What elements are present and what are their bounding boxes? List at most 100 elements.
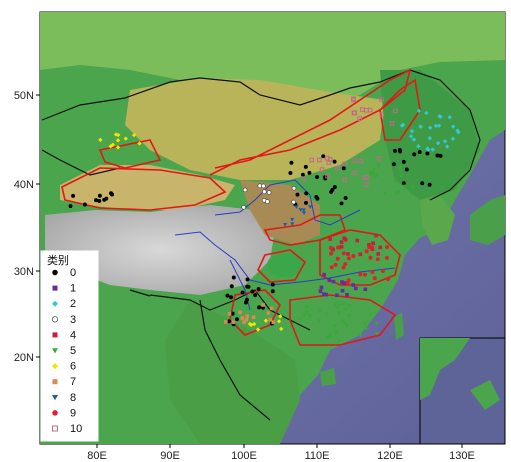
station-marker xyxy=(225,293,230,298)
station-marker xyxy=(270,289,275,294)
station-marker xyxy=(379,112,385,117)
station-marker xyxy=(238,310,242,315)
station-marker xyxy=(115,138,121,143)
station-marker xyxy=(347,303,352,308)
station-marker xyxy=(262,189,267,194)
station-marker xyxy=(304,311,310,316)
station-marker xyxy=(325,173,330,179)
station-marker xyxy=(240,290,245,295)
station-marker xyxy=(427,135,433,141)
station-marker xyxy=(367,245,372,250)
legend-label: 8 xyxy=(70,392,76,404)
station-marker xyxy=(370,269,375,274)
station-marker xyxy=(242,320,246,324)
station-marker xyxy=(416,144,421,149)
station-marker xyxy=(363,327,369,331)
x-axis: 80E 90E 100E 110E 120E 130E xyxy=(87,444,475,462)
legend: 类别 0 1 2 3 4 5 6 7 8 9 10 xyxy=(40,250,99,442)
station-marker xyxy=(309,157,315,163)
station-marker xyxy=(248,322,254,328)
station-marker xyxy=(297,317,303,322)
station-marker xyxy=(241,204,246,210)
station-marker xyxy=(329,265,334,270)
station-marker xyxy=(341,265,346,270)
station-marker xyxy=(358,252,363,257)
station-marker xyxy=(244,297,249,302)
station-marker xyxy=(376,252,381,256)
station-marker xyxy=(397,148,402,153)
station-marker xyxy=(326,160,332,165)
legend-label: 2 xyxy=(70,298,76,310)
station-marker xyxy=(331,247,335,251)
station-marker xyxy=(261,303,266,307)
station-marker xyxy=(332,159,337,164)
station-marker xyxy=(276,319,282,324)
station-marker xyxy=(110,142,116,147)
station-marker xyxy=(417,150,422,155)
station-marker xyxy=(410,185,415,190)
station-marker xyxy=(315,174,320,179)
station-marker xyxy=(319,285,324,290)
station-marker xyxy=(290,217,295,222)
legend-marker xyxy=(52,363,58,370)
y-tick-label: 20N xyxy=(14,352,34,364)
station-marker xyxy=(234,317,239,322)
legend-label: 0 xyxy=(70,267,76,279)
station-marker xyxy=(266,190,272,195)
inset-islands xyxy=(470,380,500,410)
station-marker xyxy=(340,280,344,284)
station-marker xyxy=(257,305,262,310)
station-marker xyxy=(358,333,363,338)
station-marker xyxy=(363,287,368,292)
station-marker xyxy=(364,249,369,254)
station-marker xyxy=(334,300,339,305)
station-marker xyxy=(329,251,334,256)
station-marker xyxy=(102,197,107,202)
station-marker xyxy=(339,240,344,244)
station-marker xyxy=(430,147,435,152)
legend-label: 6 xyxy=(70,361,76,373)
station-marker xyxy=(331,279,336,284)
station-marker xyxy=(372,276,377,281)
station-marker xyxy=(231,275,236,280)
x-tick-label: 120E xyxy=(377,450,403,462)
station-marker xyxy=(435,153,440,158)
station-marker xyxy=(327,278,332,283)
station-marker xyxy=(224,320,228,324)
station-marker xyxy=(374,322,380,327)
station-marker xyxy=(342,236,347,240)
station-marker xyxy=(295,192,300,197)
station-marker xyxy=(308,205,313,210)
station-marker xyxy=(328,237,332,242)
station-marker xyxy=(375,257,380,262)
x-tick-label: 110E xyxy=(305,450,330,462)
station-marker xyxy=(352,170,358,176)
station-marker xyxy=(455,128,460,133)
sichuan-basin xyxy=(267,253,303,277)
station-marker xyxy=(307,170,312,175)
station-marker xyxy=(68,204,73,209)
station-marker xyxy=(253,293,258,298)
station-marker xyxy=(245,277,250,282)
station-marker xyxy=(94,198,99,203)
legend-label: 7 xyxy=(70,376,76,388)
station-marker xyxy=(270,282,275,287)
station-marker xyxy=(298,208,303,212)
station-marker xyxy=(71,193,76,198)
station-marker xyxy=(371,241,375,246)
station-marker xyxy=(427,182,432,187)
station-marker xyxy=(113,132,119,137)
station-marker xyxy=(370,171,375,175)
station-marker xyxy=(368,312,374,317)
legend-marker xyxy=(52,348,58,354)
station-marker xyxy=(291,199,296,205)
station-marker xyxy=(290,222,295,227)
station-marker xyxy=(412,152,417,157)
y-tick-label: 50N xyxy=(14,90,34,102)
station-marker xyxy=(427,125,433,130)
station-marker xyxy=(289,160,294,165)
station-marker xyxy=(389,121,395,126)
station-marker xyxy=(263,318,269,323)
mekong-river xyxy=(229,259,251,311)
